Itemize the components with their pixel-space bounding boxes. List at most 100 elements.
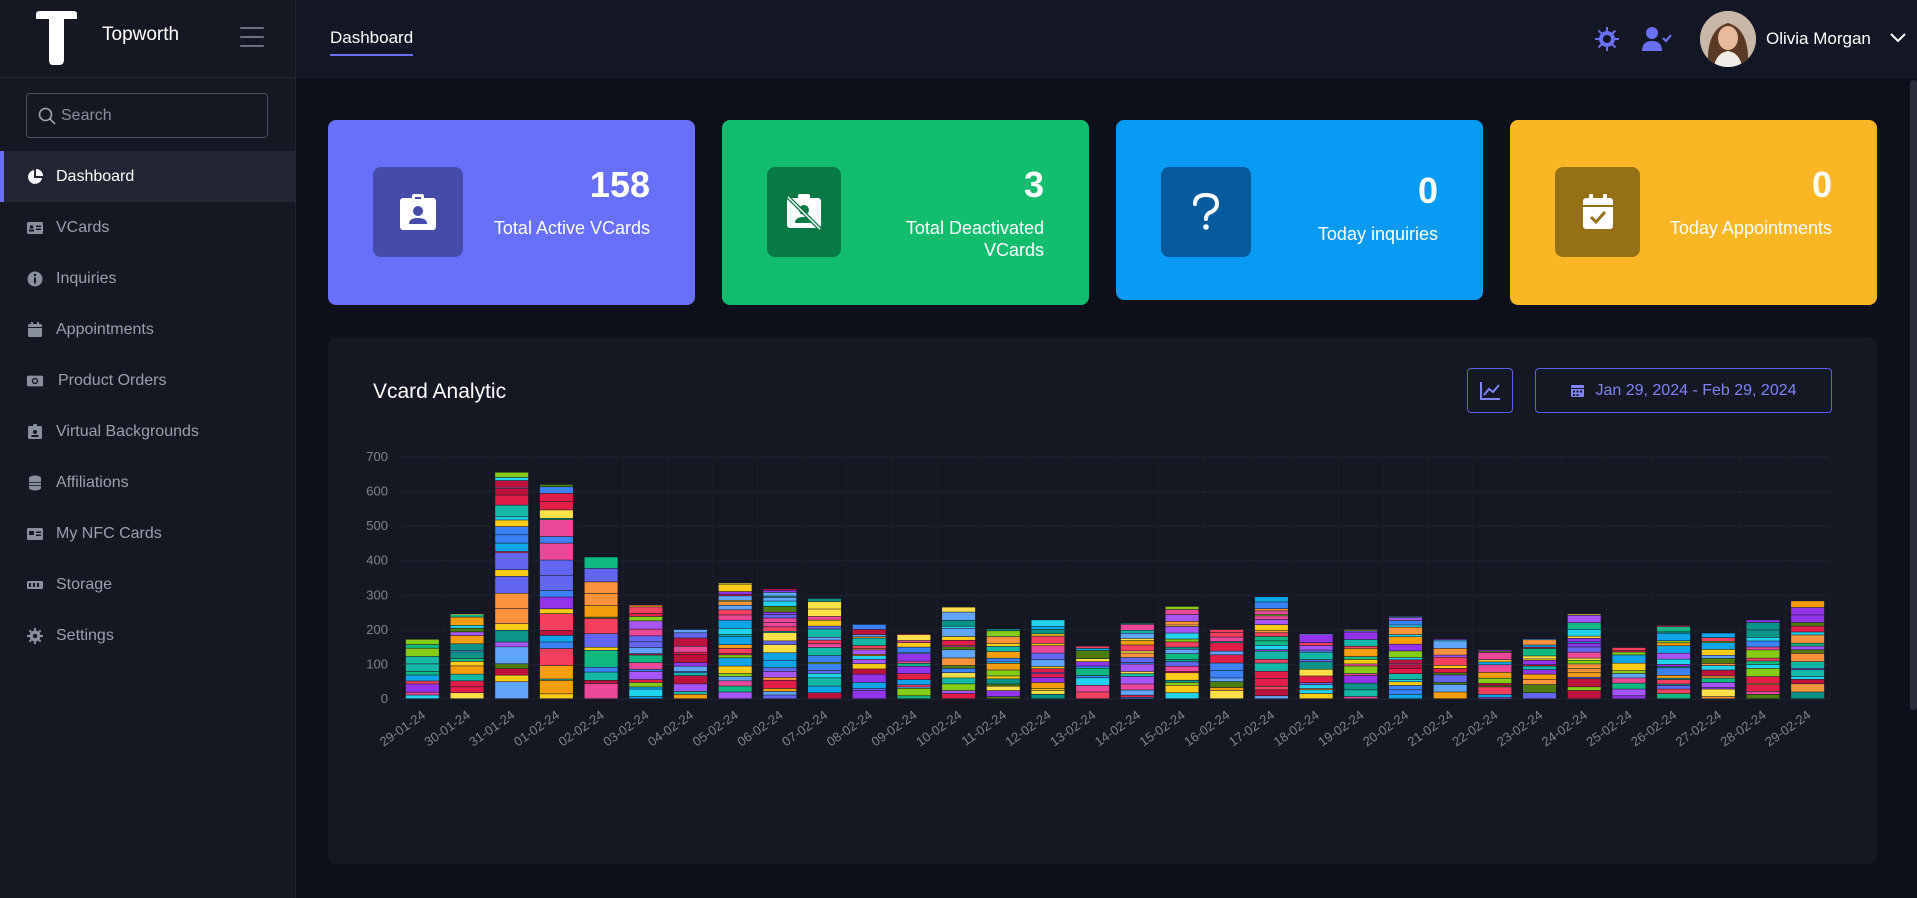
user-check-icon[interactable] xyxy=(1642,26,1672,52)
bar-segment xyxy=(942,636,976,640)
sidebar-item-affiliations[interactable]: Affiliations xyxy=(0,457,296,508)
stat-card-active-vcards[interactable]: 158 Total Active VCards xyxy=(328,120,695,305)
sidebar-item-appointments[interactable]: Appointments xyxy=(0,304,296,355)
date-range-picker[interactable]: Jan 29, 2024 - Feb 29, 2024 xyxy=(1535,368,1832,413)
page-scrollbar[interactable] xyxy=(1910,80,1917,710)
bar[interactable] xyxy=(1701,633,1735,699)
bar-segment xyxy=(1210,651,1244,655)
brand-logo[interactable] xyxy=(34,10,78,66)
bar[interactable] xyxy=(1657,625,1691,699)
bar-segment xyxy=(1478,672,1512,678)
bar[interactable] xyxy=(1612,647,1646,699)
bar[interactable] xyxy=(1076,646,1110,699)
sidebar-item-product-orders[interactable]: Product Orders xyxy=(0,355,296,406)
bar-segment xyxy=(1522,679,1557,685)
bar-segment xyxy=(1567,664,1601,669)
bar[interactable] xyxy=(539,484,573,699)
bar-segment xyxy=(1567,615,1601,623)
sidebar-item-inquiries[interactable]: Inquiries xyxy=(0,253,296,304)
bar[interactable] xyxy=(1746,620,1780,699)
bar-segment xyxy=(629,604,663,606)
bar-segment xyxy=(1165,659,1199,662)
bar-segment xyxy=(629,653,663,655)
bar[interactable] xyxy=(852,624,886,699)
bar-segment xyxy=(1701,688,1735,689)
chevron-down-icon[interactable] xyxy=(1890,32,1906,44)
bar-segment xyxy=(852,634,886,637)
sidebar-item-virtual-backgrounds[interactable]: Virtual Backgrounds xyxy=(0,406,296,457)
bar-segment xyxy=(405,692,439,695)
bar-segment xyxy=(1433,682,1467,685)
bar[interactable] xyxy=(495,472,529,699)
tab-dashboard[interactable]: Dashboard xyxy=(330,28,414,56)
bar-segment xyxy=(450,661,484,666)
bar-segment xyxy=(1433,665,1467,669)
bar[interactable] xyxy=(1478,649,1512,699)
bar-segment xyxy=(584,683,618,699)
x-tick-label: 14-02-24 xyxy=(1092,707,1143,749)
theme-toggle-icon[interactable] xyxy=(1594,26,1620,52)
bar-segment xyxy=(763,627,797,631)
bar[interactable] xyxy=(1165,606,1199,699)
avatar[interactable] xyxy=(1700,11,1756,67)
bar[interactable] xyxy=(584,557,618,699)
bar-segment xyxy=(1165,639,1199,642)
bar-segment xyxy=(450,614,484,615)
sidebar-item-my-nfc-cards[interactable]: My NFC Cards xyxy=(0,508,296,559)
bar[interactable] xyxy=(629,604,663,699)
bar-segment xyxy=(1299,669,1333,676)
bar[interactable] xyxy=(1031,620,1065,699)
bar[interactable] xyxy=(450,614,484,699)
bar-segment xyxy=(1031,643,1065,646)
stat-card-deactivated-vcards[interactable]: 3 Total Deactivated VCards xyxy=(722,120,1089,305)
bar[interactable] xyxy=(405,639,439,699)
stat-card-today-appointments[interactable]: 0 Today Appointments xyxy=(1510,120,1877,305)
bar-segment xyxy=(1567,673,1601,677)
bar-segment xyxy=(1031,636,1065,644)
sidebar-item-storage[interactable]: Storage xyxy=(0,559,296,610)
bar[interactable] xyxy=(718,583,752,699)
bar[interactable] xyxy=(1388,616,1423,699)
stat-card-today-inquiries[interactable]: 0 Today inquiries xyxy=(1116,120,1483,300)
search-input[interactable] xyxy=(61,94,261,137)
chart-type-button[interactable] xyxy=(1467,368,1513,413)
bar-segment xyxy=(1344,683,1378,690)
bar[interactable] xyxy=(986,629,1020,699)
bar[interactable] xyxy=(807,598,842,699)
bar-segment xyxy=(1299,682,1333,685)
bar[interactable] xyxy=(1299,634,1333,699)
bar-segment xyxy=(629,669,663,672)
bar[interactable] xyxy=(1791,601,1825,699)
bar-segment xyxy=(539,519,573,537)
bar[interactable] xyxy=(942,607,976,699)
bar-segment xyxy=(986,662,1020,663)
bar-segment xyxy=(942,693,976,699)
bar-segment xyxy=(897,634,931,641)
bar-segment xyxy=(942,658,976,666)
bar[interactable] xyxy=(1210,629,1244,699)
bar-segment xyxy=(807,670,842,674)
bar[interactable] xyxy=(1567,614,1601,699)
bar[interactable] xyxy=(1254,597,1288,699)
user-name[interactable]: Olivia Morgan xyxy=(1766,29,1871,48)
bar-segment xyxy=(539,518,573,520)
sidebar-item-dashboard[interactable]: Dashboard xyxy=(0,151,296,202)
bar[interactable] xyxy=(673,629,708,699)
bar-segment xyxy=(539,484,573,487)
bar-segment xyxy=(807,620,842,626)
bar-segment xyxy=(1210,678,1244,682)
x-tick-label: 26-02-24 xyxy=(1628,707,1679,749)
bar[interactable] xyxy=(1344,629,1378,699)
bar-segment xyxy=(1567,636,1601,638)
bar[interactable] xyxy=(897,634,931,699)
sidebar-item-vcards[interactable]: VCards xyxy=(0,202,296,253)
bar-segment xyxy=(405,656,439,664)
bar[interactable] xyxy=(1522,639,1557,699)
sidebar-item-settings[interactable]: Settings xyxy=(0,610,296,661)
bar[interactable] xyxy=(763,589,797,699)
bar[interactable] xyxy=(1433,639,1467,699)
bar[interactable] xyxy=(1120,623,1154,699)
bar-segment xyxy=(539,597,573,609)
menu-toggle-icon[interactable] xyxy=(240,27,264,49)
bar-segment xyxy=(1165,642,1199,647)
